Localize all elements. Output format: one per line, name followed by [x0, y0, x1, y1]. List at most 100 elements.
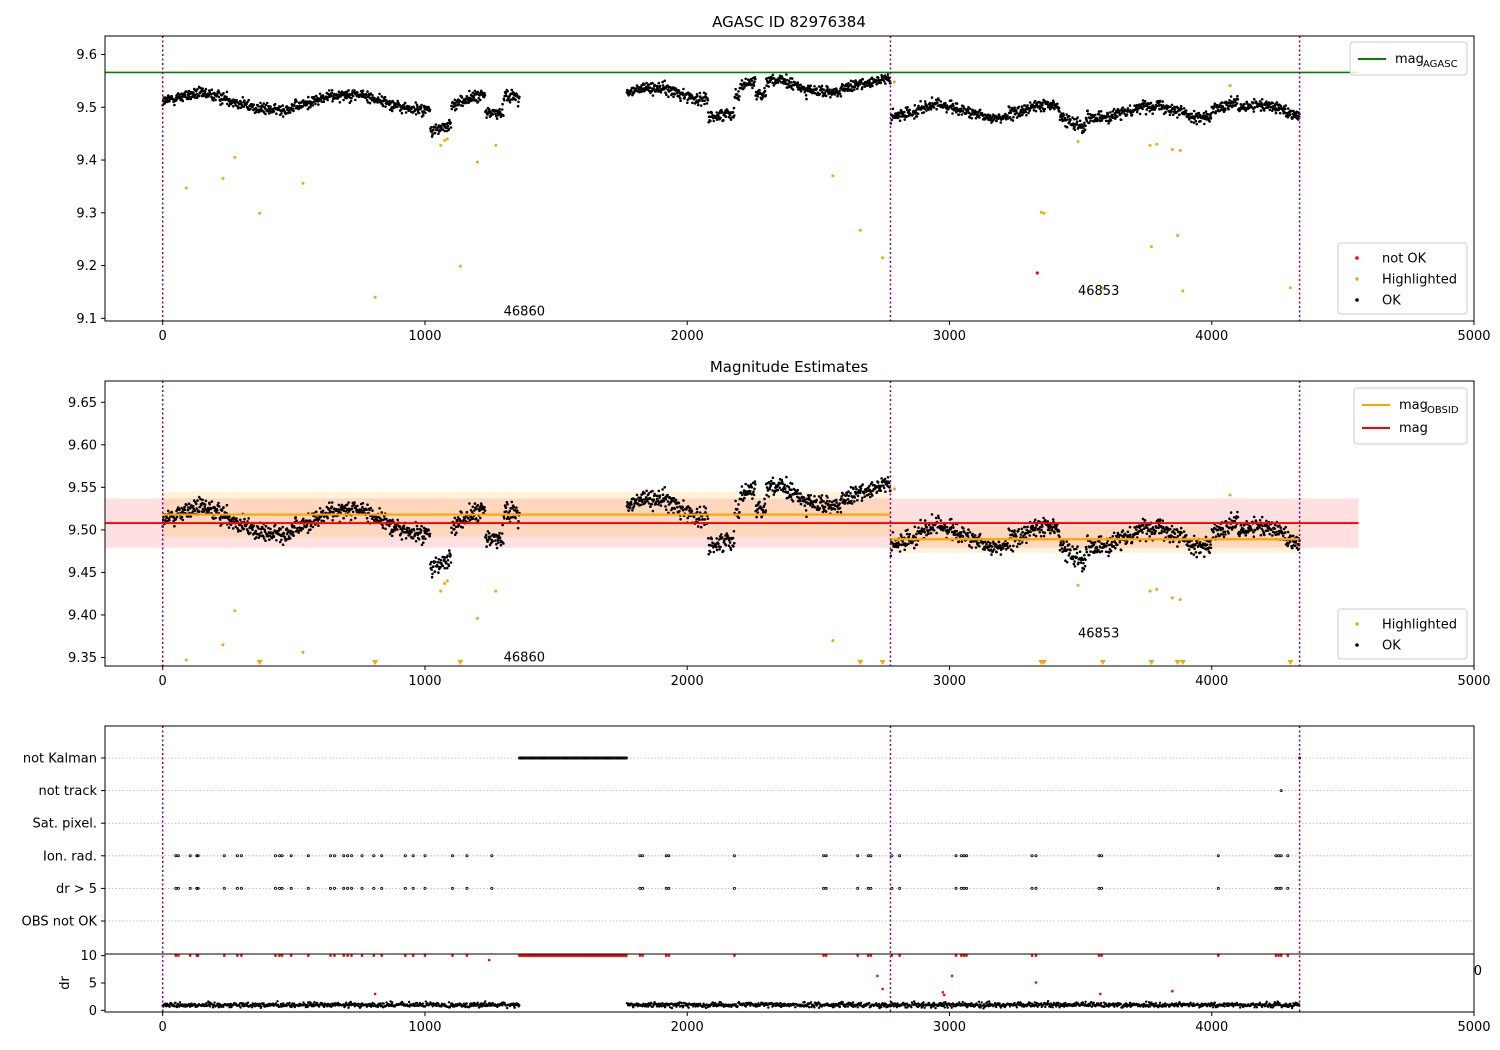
data-point	[699, 104, 703, 107]
data-point	[1192, 109, 1196, 113]
data-point	[1190, 120, 1193, 124]
data-point	[657, 489, 661, 493]
data-point	[1035, 523, 1039, 527]
data-point	[939, 519, 943, 522]
data-point	[428, 532, 432, 536]
data-point	[1033, 99, 1037, 103]
data-point	[225, 95, 228, 99]
data-point	[365, 98, 369, 102]
data-point	[706, 517, 710, 520]
data-point	[384, 105, 387, 108]
data-point	[643, 83, 646, 86]
data-point	[330, 505, 334, 509]
data-point	[313, 97, 316, 101]
data-point	[242, 105, 245, 108]
data-point	[915, 543, 919, 546]
data-point	[1271, 534, 1274, 537]
data-point	[733, 114, 736, 117]
data-point	[1051, 518, 1055, 521]
data-point	[1022, 111, 1026, 114]
data-point	[1244, 534, 1248, 537]
data-point	[499, 543, 503, 547]
data-point	[494, 112, 497, 116]
data-point	[1099, 535, 1103, 538]
data-point	[999, 553, 1003, 556]
data-point	[1128, 525, 1132, 529]
data-point	[476, 100, 480, 103]
data-point	[476, 503, 480, 507]
data-point	[1158, 518, 1162, 521]
panel-title-agasc: AGASC ID 82976384	[712, 13, 866, 31]
data-point	[738, 510, 741, 514]
data-point	[1253, 106, 1257, 109]
data-point	[790, 77, 794, 80]
data-point	[838, 502, 841, 505]
data-point	[330, 91, 334, 95]
data-point	[1101, 286, 1105, 290]
data-point	[835, 501, 838, 504]
data-point	[805, 97, 808, 101]
data-point	[1024, 110, 1028, 114]
obsid-label: 46853	[1078, 284, 1119, 299]
data-point	[1033, 518, 1037, 522]
data-point	[907, 114, 910, 118]
data-point	[1288, 286, 1292, 290]
data-point	[344, 510, 348, 513]
data-point	[853, 500, 856, 503]
data-point	[275, 112, 278, 115]
data-point	[247, 517, 250, 520]
data-point	[787, 485, 791, 489]
data-point	[497, 113, 500, 117]
data-point	[717, 542, 720, 545]
data-point	[259, 101, 262, 105]
data-point	[458, 100, 462, 103]
data-point	[477, 97, 481, 100]
data-point	[645, 489, 648, 493]
data-point	[645, 81, 648, 85]
data-point	[1175, 528, 1179, 531]
data-point	[995, 550, 998, 554]
data-point	[1033, 528, 1037, 532]
data-point	[1275, 101, 1279, 104]
data-point	[183, 508, 187, 512]
data-point	[450, 531, 454, 534]
data-point	[439, 124, 443, 128]
data-point	[294, 516, 298, 519]
data-point	[798, 87, 802, 91]
data-point	[453, 98, 457, 102]
data-point	[849, 79, 853, 83]
data-point	[1195, 122, 1198, 126]
data-point	[1273, 102, 1277, 106]
data-point	[410, 530, 413, 534]
data-point	[977, 114, 980, 117]
data-point	[712, 119, 716, 123]
data-point	[754, 483, 757, 486]
data-point	[201, 87, 204, 90]
data-point	[656, 84, 659, 88]
data-point	[403, 101, 407, 105]
data-point	[246, 520, 249, 523]
data-point	[280, 112, 283, 115]
data-point	[257, 105, 260, 108]
data-point	[1063, 546, 1067, 549]
data-point	[715, 111, 718, 114]
data-point	[342, 98, 345, 102]
data-point	[822, 88, 825, 91]
data-point	[734, 87, 737, 91]
data-point	[718, 548, 721, 551]
data-point	[366, 90, 369, 93]
data-point	[861, 77, 864, 81]
data-point	[1058, 548, 1062, 552]
data-point	[496, 538, 500, 542]
data-point	[890, 118, 893, 122]
data-point	[1284, 531, 1287, 534]
data-point	[1065, 560, 1069, 564]
data-point	[297, 107, 301, 111]
data-point	[1242, 105, 1245, 108]
data-point	[503, 98, 506, 102]
data-point	[809, 503, 812, 507]
data-point	[691, 101, 694, 105]
data-point	[647, 83, 650, 86]
data-point	[1199, 119, 1202, 123]
data-point	[1075, 547, 1078, 551]
